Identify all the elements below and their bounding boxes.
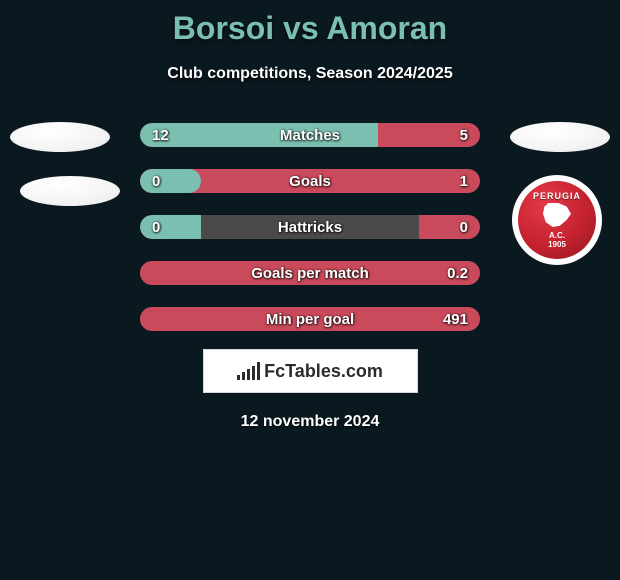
bar-track — [140, 123, 480, 147]
bars-icon-bar — [257, 362, 260, 380]
griffin-icon — [543, 203, 571, 227]
badge-year: 1905 — [548, 240, 566, 249]
bar-track — [140, 307, 480, 331]
bar-track — [140, 169, 480, 193]
bars-icon-bar — [247, 369, 250, 380]
player-left-avatar-shadow — [20, 176, 120, 206]
stat-row: Min per goal491 — [140, 307, 480, 331]
bars-icon-bar — [242, 372, 245, 380]
player-left-avatar — [10, 122, 110, 152]
bar-right — [419, 215, 480, 239]
club-badge-right: PERUGIA A.C. 1905 — [512, 175, 602, 265]
comparison-card: Borsoi vs Amoran Club competitions, Seas… — [0, 0, 620, 580]
page-title: Borsoi vs Amoran — [0, 0, 620, 47]
bar-track — [140, 215, 480, 239]
bars-icon — [237, 362, 260, 380]
badge-inner: PERUGIA A.C. 1905 — [518, 181, 596, 259]
snapshot-date: 12 november 2024 — [0, 413, 620, 431]
stat-row: Matches125 — [140, 123, 480, 147]
stat-row: Goals per match0.2 — [140, 261, 480, 285]
bar-left — [140, 169, 201, 193]
stat-row: Goals01 — [140, 169, 480, 193]
source-logo: FcTables.com — [203, 349, 418, 393]
bar-right — [378, 123, 480, 147]
bars-icon-bar — [252, 366, 255, 380]
bar-left — [140, 123, 378, 147]
bar-left — [140, 215, 201, 239]
bars-icon-bar — [237, 375, 240, 380]
bar-right — [140, 307, 480, 331]
badge-ac: A.C. — [549, 231, 565, 240]
player-right-avatar — [510, 122, 610, 152]
page-subtitle: Club competitions, Season 2024/2025 — [0, 65, 620, 83]
badge-club-name: PERUGIA — [533, 191, 581, 201]
source-logo-text: FcTables.com — [264, 361, 383, 382]
bar-track — [140, 261, 480, 285]
bar-right — [140, 261, 480, 285]
stat-row: Hattricks00 — [140, 215, 480, 239]
